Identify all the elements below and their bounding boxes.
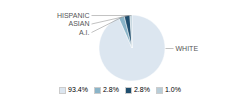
html-text:1.0%: 1.0% <box>164 86 181 93</box>
svg-text:ASIAN: ASIAN <box>68 20 89 27</box>
svg-text:A.I.: A.I. <box>79 29 90 36</box>
html-text:2.8%: 2.8% <box>103 86 119 93</box>
svg-text:HISPANIC: HISPANIC <box>57 12 90 19</box>
html-text:2.8%: 2.8% <box>133 86 150 93</box>
html-text:93.4%: 93.4% <box>68 86 88 93</box>
svg-text:WHITE: WHITE <box>176 45 199 52</box>
